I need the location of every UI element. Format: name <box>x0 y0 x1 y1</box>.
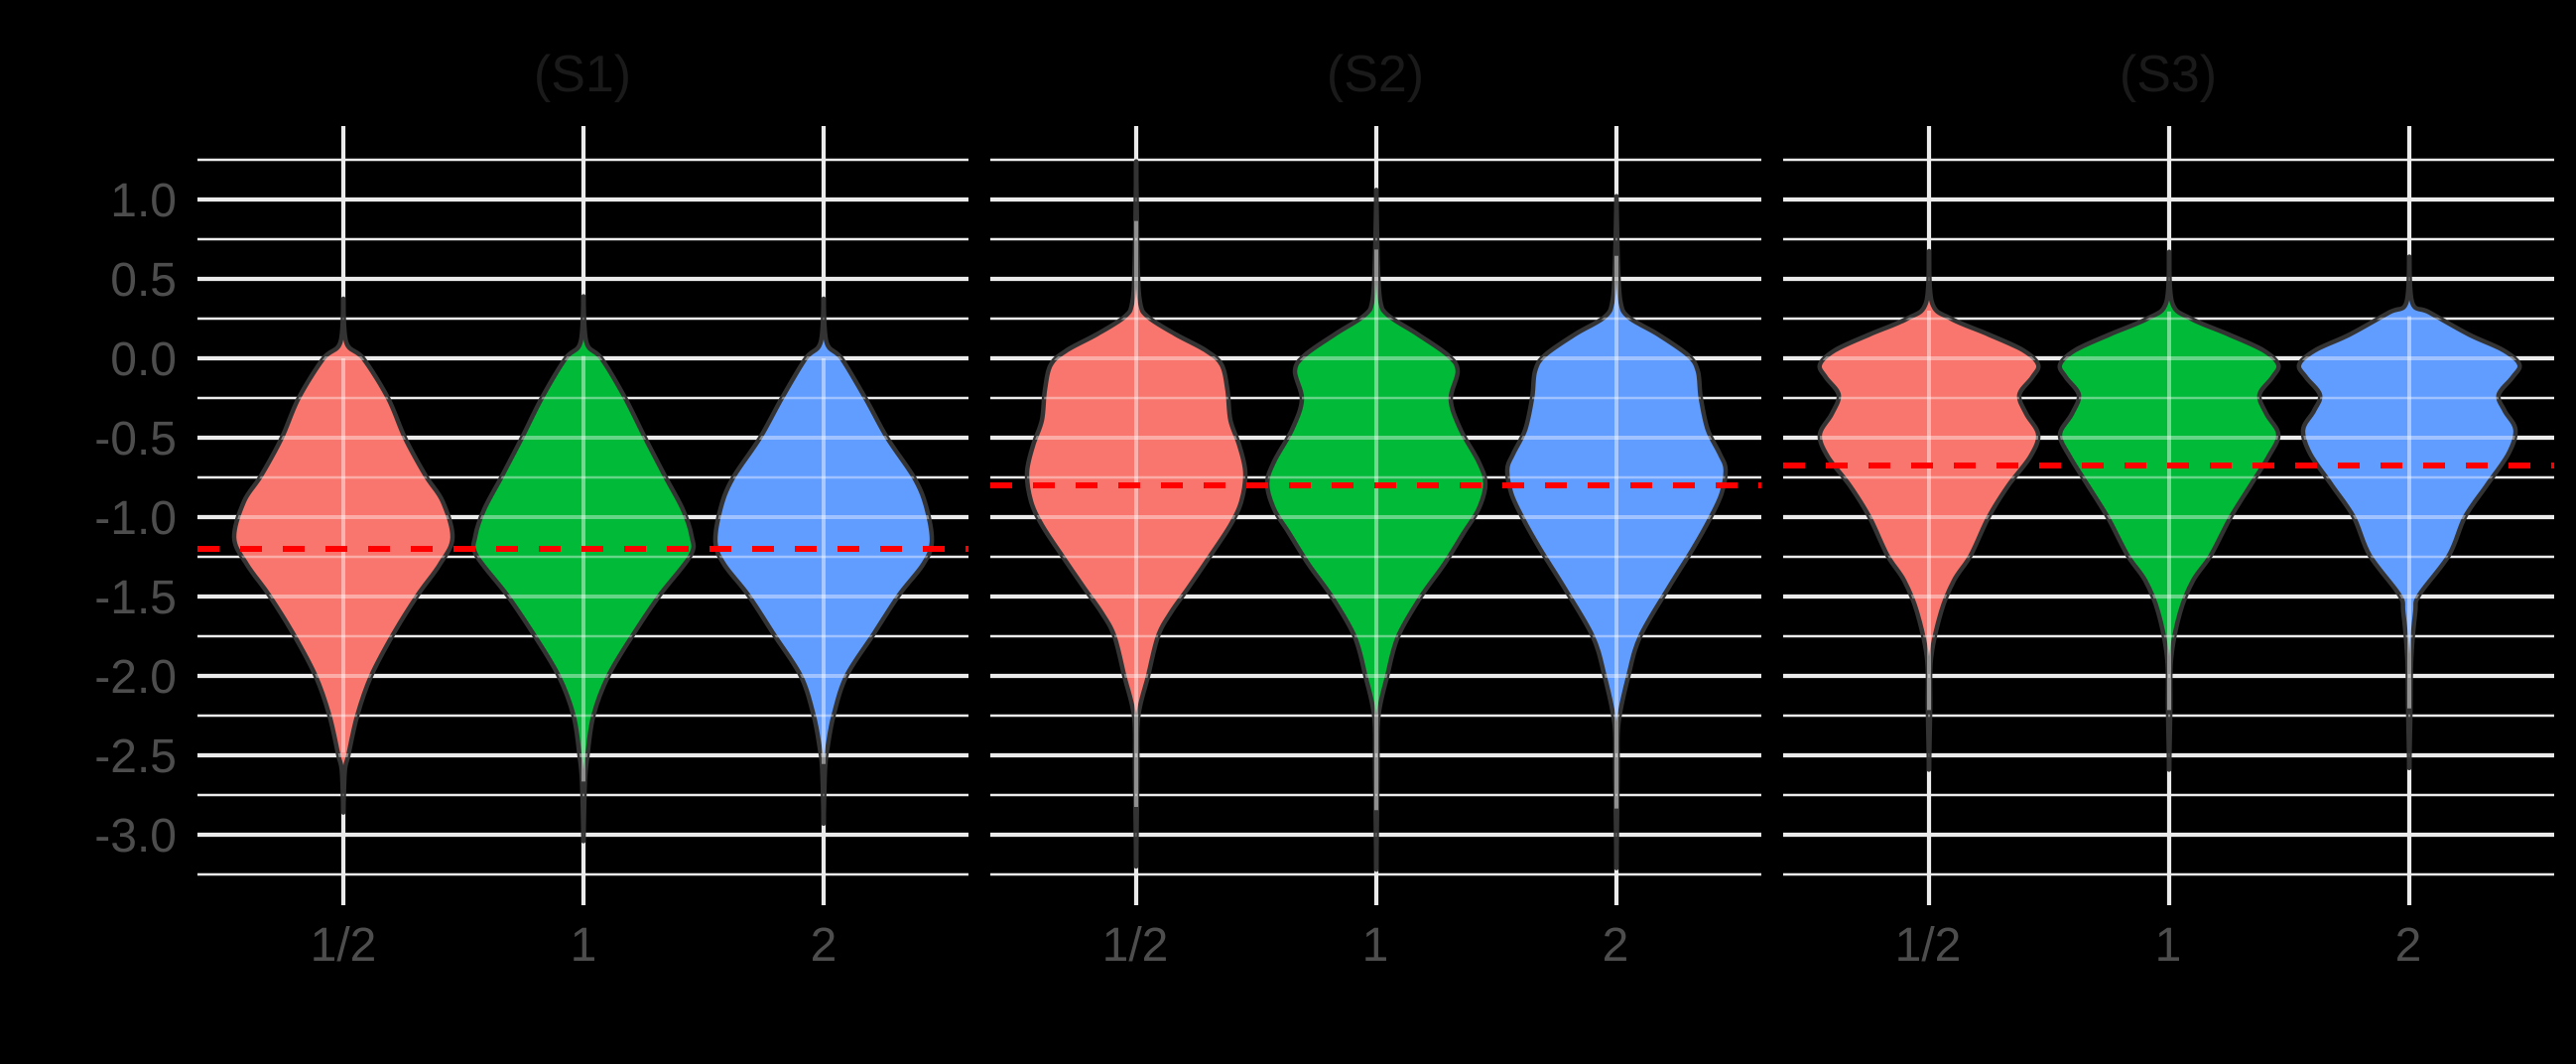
violins <box>231 294 935 844</box>
x-tick-label: 2 <box>811 919 837 972</box>
panel-s3: (S3) 1/2 1 2 <box>1783 46 2554 972</box>
violin-2 <box>2296 254 2522 771</box>
violin-half <box>1817 248 2041 772</box>
y-tick-label: -1.5 <box>94 572 177 624</box>
violins <box>1817 248 2522 772</box>
x-tick-label: 1 <box>2155 919 2182 972</box>
y-tick-label: 1.0 <box>110 175 177 227</box>
x-tick-label: 1/2 <box>311 919 377 972</box>
y-tick-label: 0.0 <box>110 333 177 386</box>
panel-title: (S3) <box>2120 46 2217 103</box>
panel-title: (S2) <box>1327 46 1424 103</box>
violin-1 <box>470 294 697 844</box>
violin-2 <box>1504 194 1729 870</box>
violin-1 <box>1264 188 1488 872</box>
y-axis: 1.0 0.5 0.0 -0.5 -1.0 -1.5 -2.0 -2.5 -3.… <box>94 175 177 863</box>
panel-title: (S1) <box>534 46 631 103</box>
panel-s1: (S1) 1/2 1 2 <box>197 46 968 972</box>
x-tick-label: 1/2 <box>1895 919 1962 972</box>
y-tick-label: -1.0 <box>94 492 177 545</box>
x-tick-label: 2 <box>1603 919 1629 972</box>
x-tick-label: 1/2 <box>1102 919 1169 972</box>
y-tick-label: -2.0 <box>94 651 177 704</box>
violin-1 <box>2057 249 2281 772</box>
y-tick-label: -0.5 <box>94 413 177 466</box>
violin-half <box>231 296 455 815</box>
y-tick-label: -3.0 <box>94 810 177 863</box>
panel-s2: (S2) 1/2 1 2 <box>990 46 1761 972</box>
violins <box>1024 159 1729 872</box>
y-tick-label: 0.5 <box>110 254 177 307</box>
violin-2 <box>712 296 935 827</box>
x-tick-label: 1 <box>571 919 597 972</box>
y-tick-label: -2.5 <box>94 731 177 783</box>
x-tick-label: 2 <box>2395 919 2422 972</box>
x-tick-label: 1 <box>1362 919 1389 972</box>
violin-half <box>1024 159 1248 869</box>
